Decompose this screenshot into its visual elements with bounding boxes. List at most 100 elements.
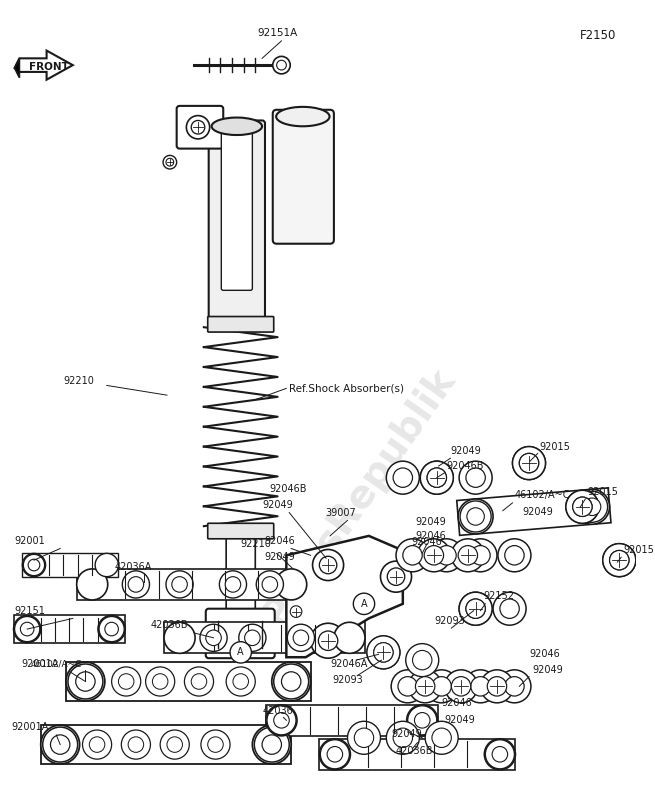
Circle shape	[153, 674, 168, 690]
Circle shape	[254, 727, 290, 762]
Polygon shape	[164, 622, 365, 654]
Text: Ref.Shock Absorber(s): Ref.Shock Absorber(s)	[290, 383, 404, 394]
Circle shape	[318, 631, 338, 650]
Circle shape	[374, 642, 393, 662]
Circle shape	[252, 725, 291, 764]
Text: 92046A: 92046A	[330, 659, 367, 669]
Circle shape	[290, 606, 302, 618]
Circle shape	[83, 730, 111, 759]
Circle shape	[172, 577, 187, 592]
Circle shape	[191, 121, 205, 134]
Circle shape	[519, 454, 538, 473]
Circle shape	[28, 559, 40, 571]
Circle shape	[111, 667, 141, 696]
Text: 42036A: 42036A	[115, 562, 152, 572]
Circle shape	[20, 622, 34, 636]
Circle shape	[512, 446, 546, 479]
Circle shape	[164, 622, 195, 654]
Circle shape	[274, 713, 290, 728]
Circle shape	[262, 735, 282, 754]
Circle shape	[187, 116, 210, 139]
Circle shape	[610, 550, 629, 570]
Circle shape	[498, 670, 531, 703]
Polygon shape	[14, 615, 125, 642]
Circle shape	[427, 468, 447, 487]
Circle shape	[99, 617, 124, 642]
Circle shape	[282, 672, 301, 691]
Text: 92046B: 92046B	[447, 461, 484, 471]
Text: 92210: 92210	[241, 538, 272, 549]
FancyBboxPatch shape	[226, 534, 255, 620]
Circle shape	[425, 670, 458, 703]
Text: 39007: 39007	[325, 507, 356, 518]
Text: A: A	[237, 647, 244, 658]
Circle shape	[458, 499, 493, 534]
Circle shape	[466, 599, 485, 618]
Ellipse shape	[276, 107, 329, 126]
Circle shape	[272, 56, 290, 74]
FancyBboxPatch shape	[209, 121, 265, 330]
Circle shape	[498, 539, 531, 572]
Circle shape	[191, 674, 207, 690]
Circle shape	[244, 630, 260, 646]
Circle shape	[485, 740, 514, 769]
Circle shape	[348, 722, 381, 754]
Circle shape	[432, 677, 451, 696]
Circle shape	[500, 599, 519, 618]
Circle shape	[267, 706, 296, 735]
Circle shape	[206, 630, 221, 646]
Circle shape	[14, 617, 40, 642]
Circle shape	[471, 677, 490, 696]
Text: 92046: 92046	[441, 698, 472, 708]
Circle shape	[200, 624, 227, 651]
Circle shape	[415, 677, 435, 696]
Circle shape	[405, 644, 439, 677]
Circle shape	[77, 569, 107, 600]
Text: 92015: 92015	[623, 546, 654, 555]
Circle shape	[381, 561, 411, 592]
Circle shape	[471, 546, 490, 565]
Circle shape	[566, 490, 599, 523]
Circle shape	[566, 490, 599, 523]
Text: 46102/A~C: 46102/A~C	[514, 490, 570, 500]
Circle shape	[421, 461, 453, 494]
Circle shape	[415, 713, 430, 728]
Circle shape	[230, 642, 252, 663]
Text: 92001A: 92001A	[22, 659, 59, 669]
Circle shape	[226, 667, 255, 696]
FancyBboxPatch shape	[221, 122, 252, 290]
FancyBboxPatch shape	[208, 523, 274, 539]
Circle shape	[493, 592, 526, 625]
Circle shape	[467, 508, 484, 526]
Circle shape	[432, 728, 451, 747]
Circle shape	[43, 727, 78, 762]
Circle shape	[95, 554, 119, 577]
Polygon shape	[14, 58, 20, 78]
Circle shape	[425, 722, 458, 754]
Circle shape	[105, 622, 119, 636]
Ellipse shape	[212, 118, 262, 135]
Text: PartsRepublik: PartsRepublik	[255, 361, 462, 634]
Circle shape	[367, 636, 400, 669]
Circle shape	[572, 497, 592, 517]
Circle shape	[505, 677, 524, 696]
Circle shape	[41, 725, 80, 764]
Circle shape	[76, 672, 95, 691]
Circle shape	[464, 539, 497, 572]
Text: 42036B: 42036B	[151, 620, 188, 630]
Circle shape	[233, 674, 248, 690]
Text: FRONT: FRONT	[29, 62, 69, 72]
Circle shape	[387, 568, 405, 586]
Circle shape	[119, 674, 134, 690]
Circle shape	[98, 615, 125, 642]
Circle shape	[492, 746, 508, 762]
Text: 92152: 92152	[483, 591, 514, 601]
Circle shape	[466, 468, 485, 487]
Circle shape	[334, 622, 365, 654]
FancyBboxPatch shape	[177, 106, 223, 149]
Circle shape	[424, 546, 443, 565]
Polygon shape	[266, 705, 438, 736]
Circle shape	[121, 730, 151, 759]
Circle shape	[128, 737, 143, 752]
Text: 92210: 92210	[63, 375, 94, 386]
